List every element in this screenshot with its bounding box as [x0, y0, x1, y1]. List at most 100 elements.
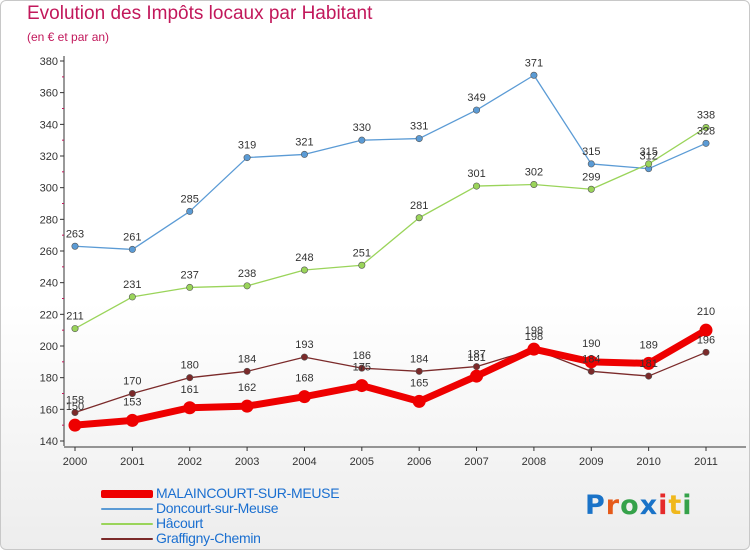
data-label: 315 — [639, 146, 657, 158]
legend-label: Doncourt-sur-Meuse — [156, 500, 279, 516]
y-tick-label: 160 — [40, 404, 58, 416]
data-label: 153 — [123, 396, 141, 408]
y-tick-label: 280 — [40, 214, 58, 226]
data-label: 302 — [525, 167, 543, 179]
y-tick-label: 300 — [40, 183, 58, 195]
proxiti-logo: Proxiti — [585, 490, 693, 521]
data-label: 162 — [238, 382, 256, 394]
series-line-1 — [74, 126, 707, 330]
data-point — [584, 355, 598, 369]
data-label: 150 — [66, 401, 84, 413]
data-label: 331 — [410, 121, 428, 133]
y-tick-label: 180 — [40, 373, 58, 385]
data-label: 210 — [697, 306, 715, 318]
data-label: 319 — [238, 140, 256, 152]
data-label: 187 — [467, 349, 485, 361]
data-point — [68, 418, 82, 432]
data-point — [530, 181, 538, 189]
data-point — [243, 367, 251, 375]
data-point — [186, 283, 194, 291]
x-tick-label: 2003 — [235, 456, 259, 468]
data-point — [645, 160, 653, 168]
data-label: 281 — [410, 200, 428, 212]
data-point — [186, 374, 194, 382]
data-point — [587, 160, 595, 168]
data-label: 184 — [410, 353, 428, 365]
legend-label: Graffigny-Chemin — [156, 530, 261, 546]
y-tick-label: 200 — [40, 341, 58, 353]
y-tick-label: 320 — [40, 151, 58, 163]
x-tick-label: 2004 — [292, 456, 316, 468]
y-tick-label: 140 — [40, 436, 58, 448]
x-tick-label: 2006 — [407, 456, 431, 468]
data-label: 261 — [123, 231, 141, 243]
data-label: 211 — [66, 311, 84, 323]
data-point — [297, 390, 311, 404]
data-point — [702, 124, 710, 132]
data-label: 238 — [238, 268, 256, 280]
data-label: 301 — [467, 168, 485, 180]
data-label: 330 — [353, 122, 371, 134]
data-label: 198 — [525, 331, 543, 343]
data-label: 175 — [353, 362, 371, 374]
data-point — [587, 185, 595, 193]
y-tick-label: 220 — [40, 309, 58, 321]
data-label: 198 — [525, 325, 543, 337]
data-label: 186 — [353, 350, 371, 362]
x-tick-label: 2005 — [350, 456, 374, 468]
y-tick-label: 340 — [40, 119, 58, 131]
data-point — [355, 379, 369, 393]
data-label: 165 — [410, 377, 428, 389]
data-point — [243, 154, 251, 162]
data-label: 193 — [295, 339, 313, 351]
legend-label: MALAINCOURT-SUR-MEUSE — [156, 485, 340, 501]
data-point — [358, 136, 366, 144]
data-point — [71, 242, 79, 250]
data-point — [128, 245, 136, 253]
data-point — [125, 413, 139, 427]
data-point — [473, 363, 481, 371]
data-label: 189 — [639, 339, 657, 351]
data-label: 231 — [123, 279, 141, 291]
data-label: 184 — [582, 353, 600, 365]
data-point — [699, 323, 713, 337]
chart-subtitle: (en € et par an) — [27, 30, 110, 44]
data-point — [702, 348, 710, 356]
data-label: 312 — [639, 151, 657, 163]
x-tick-label: 2011 — [694, 456, 718, 468]
x-tick-label: 2010 — [636, 456, 660, 468]
series-line-2 — [74, 348, 707, 414]
data-label: 184 — [238, 353, 256, 365]
data-point — [183, 401, 197, 415]
data-label: 196 — [697, 334, 715, 346]
data-label: 328 — [697, 125, 715, 137]
y-tick-label: 360 — [40, 88, 58, 100]
data-point — [300, 353, 308, 361]
y-tick-label: 240 — [40, 278, 58, 290]
data-point — [415, 214, 423, 222]
data-point — [300, 266, 308, 274]
data-point — [587, 367, 595, 375]
series-line-3 — [71, 326, 710, 429]
data-label: 315 — [582, 146, 600, 158]
x-tick-label: 2002 — [177, 456, 201, 468]
data-point — [240, 399, 254, 413]
y-tick-label: 380 — [40, 56, 58, 68]
legend-swatch — [101, 538, 153, 540]
data-point — [300, 150, 308, 158]
data-point — [527, 342, 541, 356]
data-label: 180 — [181, 360, 199, 372]
data-label: 285 — [181, 193, 199, 205]
data-point — [645, 372, 653, 380]
data-label: 237 — [181, 269, 199, 281]
legend-swatch — [101, 508, 153, 510]
data-label: 371 — [525, 57, 543, 69]
x-tick-label: 2009 — [579, 456, 603, 468]
data-label: 299 — [582, 171, 600, 183]
data-point — [473, 106, 481, 114]
y-tick-label: 260 — [40, 246, 58, 258]
data-point — [128, 293, 136, 301]
data-point — [412, 394, 426, 408]
